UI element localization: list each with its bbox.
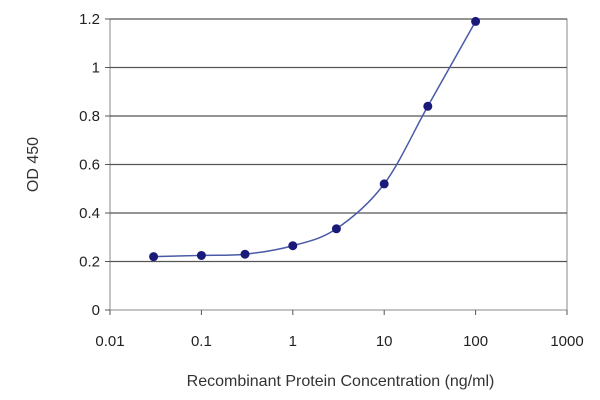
x-tick-label: 100 [463, 333, 488, 350]
y-tick-label: 0.6 [79, 157, 100, 174]
x-tick-label: 10 [376, 333, 393, 350]
y-tick-label: 1.2 [79, 11, 100, 28]
y-tick-label: 0 [92, 302, 100, 319]
x-tick-label: 0.1 [191, 333, 212, 350]
data-point [379, 179, 389, 189]
data-point [471, 16, 481, 26]
x-axis-title: Recombinant Protein Concentration (ng/ml… [187, 373, 495, 390]
y-axis-ticks: 0 0.2 0.4 0.6 0.8 1 1.2 [79, 11, 110, 319]
y-tick-label: 0.4 [79, 205, 100, 222]
grid-lines [110, 18, 567, 263]
data-point [240, 249, 250, 259]
data-point [196, 250, 206, 260]
data-point [288, 241, 298, 251]
y-tick-label: 0.8 [79, 108, 100, 125]
x-tick-label: 1000 [550, 333, 583, 350]
y-tick-label: 0.2 [79, 254, 100, 271]
x-tick-label: 1 [289, 333, 297, 350]
x-tick-label: 0.01 [95, 333, 124, 350]
y-tick-label: 1 [92, 60, 100, 77]
data-point [149, 252, 159, 262]
x-axis-ticks: 0.01 0.1 1 10 100 1000 [95, 310, 584, 350]
y-axis-title: OD 450 [25, 137, 42, 192]
data-points [149, 16, 481, 262]
data-point [423, 101, 433, 111]
plot-area [109, 16, 568, 311]
data-point [331, 224, 341, 234]
